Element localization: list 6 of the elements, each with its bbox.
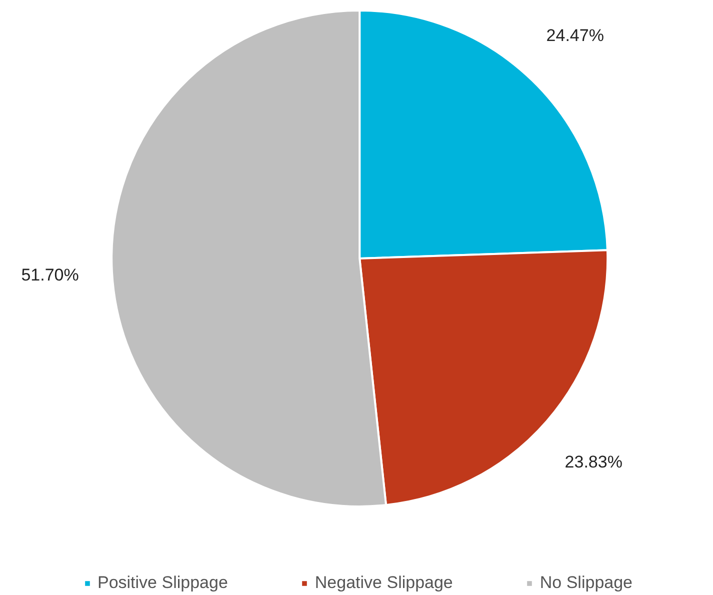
- data-label: 23.83%: [564, 452, 622, 472]
- legend-label: Negative Slippage: [314, 573, 453, 593]
- data-label: 51.70%: [21, 265, 79, 284]
- legend-label: No Slippage: [540, 573, 633, 593]
- data-label: 24.47%: [546, 26, 604, 46]
- legend-label: Positive Slippage: [97, 573, 228, 593]
